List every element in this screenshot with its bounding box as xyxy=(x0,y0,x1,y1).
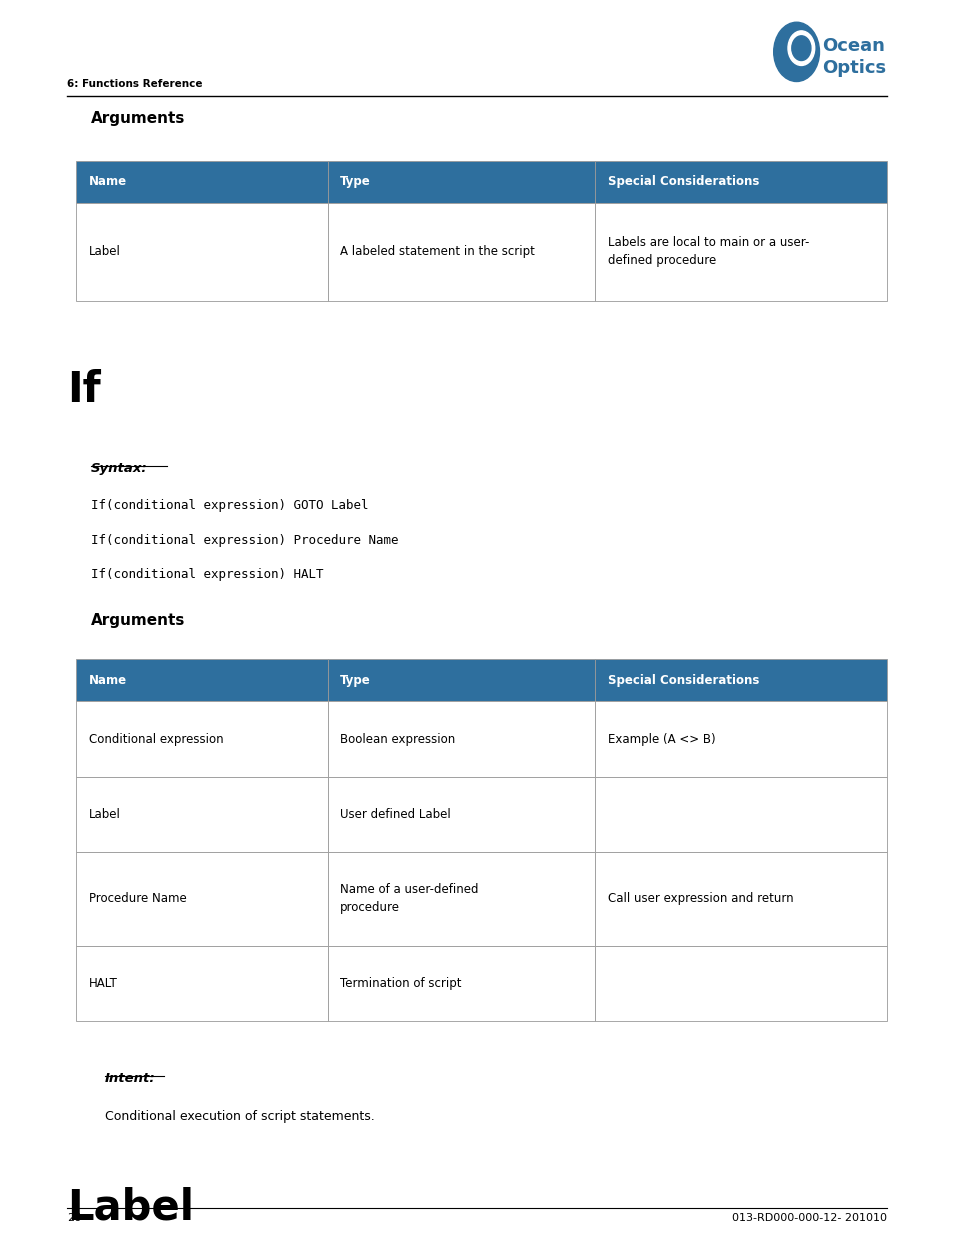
Text: Call user expression and return: Call user expression and return xyxy=(607,892,793,905)
Bar xyxy=(595,701,886,777)
Text: Label: Label xyxy=(67,1186,193,1228)
Text: HALT: HALT xyxy=(89,977,117,989)
Text: Label: Label xyxy=(89,808,120,820)
Bar xyxy=(76,203,328,301)
Text: User defined Label: User defined Label xyxy=(340,808,451,820)
Text: If(conditional expression) GOTO Label: If(conditional expression) GOTO Label xyxy=(91,499,368,513)
Text: Special Considerations: Special Considerations xyxy=(607,674,759,687)
Text: 013-RD000-000-12- 201010: 013-RD000-000-12- 201010 xyxy=(732,1213,886,1223)
Bar xyxy=(76,946,328,1020)
Text: Name: Name xyxy=(89,674,127,687)
Text: Optics: Optics xyxy=(821,59,885,78)
Text: Type: Type xyxy=(340,175,371,188)
Bar xyxy=(328,777,595,852)
Text: Label: Label xyxy=(89,246,120,258)
Circle shape xyxy=(773,22,819,82)
Bar xyxy=(328,659,595,701)
Text: Arguments: Arguments xyxy=(91,111,185,126)
Text: Labels are local to main or a user-
defined procedure: Labels are local to main or a user- defi… xyxy=(607,236,808,268)
Text: Syntax:: Syntax: xyxy=(91,462,147,475)
Text: A labeled statement in the script: A labeled statement in the script xyxy=(340,246,535,258)
Text: Conditional execution of script statements.: Conditional execution of script statemen… xyxy=(105,1109,375,1123)
Text: 6: Functions Reference: 6: Functions Reference xyxy=(67,79,202,89)
Text: If: If xyxy=(67,369,100,411)
Text: Name of a user-defined
procedure: Name of a user-defined procedure xyxy=(340,883,478,914)
Text: Ocean: Ocean xyxy=(821,37,884,56)
Text: Example (A <> B): Example (A <> B) xyxy=(607,732,715,746)
Text: Procedure Name: Procedure Name xyxy=(89,892,186,905)
Text: If(conditional expression) HALT: If(conditional expression) HALT xyxy=(91,568,323,582)
Bar xyxy=(76,701,328,777)
Text: If(conditional expression) Procedure Name: If(conditional expression) Procedure Nam… xyxy=(91,534,397,547)
Text: Type: Type xyxy=(340,674,371,687)
Bar xyxy=(76,161,328,203)
Bar xyxy=(595,659,886,701)
Bar xyxy=(328,701,595,777)
Circle shape xyxy=(791,36,810,61)
Text: 26: 26 xyxy=(67,1213,81,1223)
Bar xyxy=(328,203,595,301)
Bar xyxy=(595,203,886,301)
Bar xyxy=(76,777,328,852)
Bar xyxy=(595,777,886,852)
Bar xyxy=(595,852,886,946)
Text: Arguments: Arguments xyxy=(91,613,185,627)
Text: Special Considerations: Special Considerations xyxy=(607,175,759,188)
Circle shape xyxy=(787,31,814,65)
Text: Name: Name xyxy=(89,175,127,188)
Text: Termination of script: Termination of script xyxy=(340,977,461,989)
Bar xyxy=(76,659,328,701)
Bar xyxy=(328,852,595,946)
Bar xyxy=(595,946,886,1020)
Bar xyxy=(76,852,328,946)
Bar xyxy=(328,946,595,1020)
Bar xyxy=(595,161,886,203)
Bar xyxy=(328,161,595,203)
Text: Conditional expression: Conditional expression xyxy=(89,732,223,746)
Text: Boolean expression: Boolean expression xyxy=(340,732,455,746)
Text: Intent:: Intent: xyxy=(105,1072,155,1086)
